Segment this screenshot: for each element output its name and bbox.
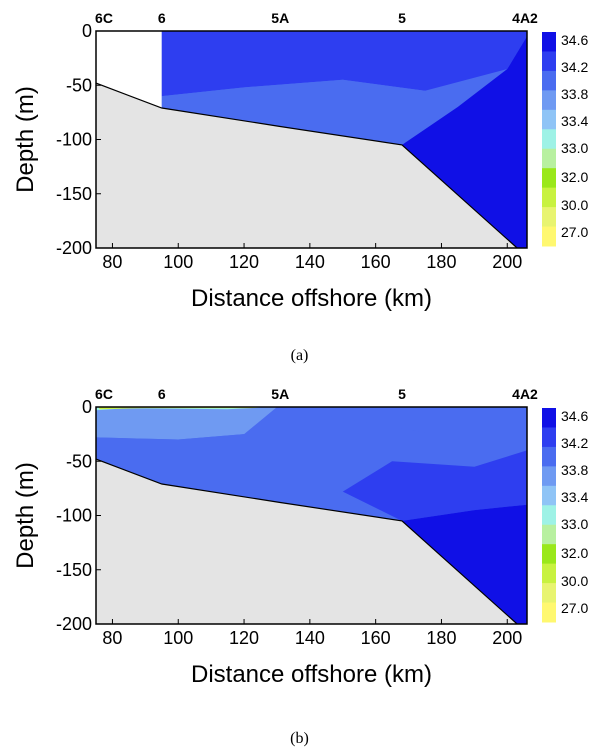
salinity-region-33.4 [96,407,277,440]
panel-caption-a: (a) [290,347,309,364]
colorbar-label-30.0: 30.0 [561,573,588,589]
x-axis-label: Distance offshore (km) [191,285,432,312]
colorbar-swatch [542,51,556,72]
seafloor [96,459,527,624]
station-label-4A2: 4A2 [512,10,538,26]
colorbar-swatch [542,168,556,189]
colorbar-swatch [542,563,556,584]
y-tick-label: -100 [56,506,92,526]
salinity-section-b: 6C 6 5A 5 4A2 80 100 120 140 160 180 200 0 -50 -100 -15… [12,386,588,688]
station-label-6: 6 [158,10,166,26]
colorbar-swatch [542,524,556,545]
x-tick-label: 200 [492,628,522,648]
colorbar-swatch [542,70,556,91]
x-tick-label: 100 [163,252,193,272]
colorbar-label-33.4: 33.4 [561,113,588,129]
colorbar-label-32.0: 32.0 [561,169,588,185]
station-label-6: 6 [158,386,166,402]
colorbar-label-34.6: 34.6 [561,32,588,48]
x-tick-label: 180 [426,628,456,648]
panel-b: 6C 6 5A 5 4A2 80 100 120 140 160 180 200 0 -50 -100 -15… [0,376,599,753]
colorbar-swatch [542,109,556,130]
salinity-region-34.6 [402,504,527,624]
salinity-region-34.6 [402,36,527,248]
x-tick-label: 120 [229,628,259,648]
colorbar-swatch [542,408,556,428]
station-label-6C: 6C [95,386,113,402]
y-tick-label: 0 [82,397,92,417]
colorbar-swatch [542,466,556,487]
colorbar-swatch [542,187,556,208]
x-tick-label: 180 [426,252,456,272]
station-label-5A: 5A [271,386,289,402]
x-tick-label: 100 [163,628,193,648]
colorbar-swatch [542,148,556,169]
y-tick-label: 0 [82,21,92,41]
colorbar-swatch [542,129,556,150]
contour-layer [96,31,527,248]
colorbar-swatch [542,446,556,467]
colorbar-label-30.0: 30.0 [561,197,588,213]
colorbar-label-27.0: 27.0 [561,600,588,616]
y-axis-label: Depth (m) [12,86,39,193]
y-tick-label: -200 [56,238,92,258]
station-label-5A: 5A [271,10,289,26]
station-label-5: 5 [398,10,406,26]
x-tick-label: 160 [361,628,391,648]
colorbar-swatch [542,505,556,526]
colorbar-swatch [542,583,556,604]
colorbar-swatch [542,90,556,111]
salinity-region-33.8 [161,79,458,145]
x-tick-label: 160 [361,252,391,272]
colorbar-swatch [542,207,556,228]
x-tick-label: 120 [229,252,259,272]
salinity-region-34.2 [342,450,527,521]
colorbar-swatch [542,485,556,506]
colorbar-swatch [542,427,556,448]
colorbar-label-34.2: 34.2 [561,435,588,451]
colorbar-label-33.4: 33.4 [561,489,588,505]
y-tick-label: -150 [56,184,92,204]
seafloor-line [96,458,518,624]
contour-layer [96,407,527,624]
seafloor-line [96,82,518,248]
colorbar-swatch [542,602,556,623]
y-axis-label: Depth (m) [12,462,39,569]
salinity-section-a: 6C 6 5A 5 4A2 80 100 120 140 160 180 200 0 -50 -100 -15… [12,10,588,312]
colorbar-label-32.0: 32.0 [561,545,588,561]
colorbar-label-33.8: 33.8 [561,86,588,102]
x-tick-label: 140 [295,628,325,648]
y-tick-label: -50 [66,75,92,95]
station-label-5: 5 [398,386,406,402]
salinity-region-33.8 [96,407,527,503]
salinity-region-34.2 [161,31,527,97]
seafloor [96,83,527,248]
colorbar-label-33.0: 33.0 [561,516,588,532]
x-tick-label: 80 [102,252,122,272]
station-label-6C: 6C [95,10,113,26]
y-tick-label: -100 [56,130,92,150]
colorbar-label-27.0: 27.0 [561,224,588,240]
y-tick-label: -200 [56,614,92,634]
colorbar-label-34.6: 34.6 [561,408,588,424]
colorbar-swatch [542,32,556,52]
x-tick-label: 80 [102,628,122,648]
colorbar-label-33.0: 33.0 [561,140,588,156]
colorbar-swatch [542,544,556,565]
colorbar-swatch [542,226,556,247]
station-label-4A2: 4A2 [512,386,538,402]
y-tick-label: -150 [56,560,92,580]
colorbar-label-34.2: 34.2 [561,59,588,75]
x-tick-label: 140 [295,252,325,272]
y-tick-label: -50 [66,451,92,471]
panel-caption-b: (b) [290,730,309,747]
panel-a: 6C 6 5A 5 4A2 80 100 120 140 160 180 200 0 -50 -100 -15… [0,0,599,376]
x-axis-label: Distance offshore (km) [191,661,432,688]
x-tick-label: 200 [492,252,522,272]
colorbar-label-33.8: 33.8 [561,462,588,478]
